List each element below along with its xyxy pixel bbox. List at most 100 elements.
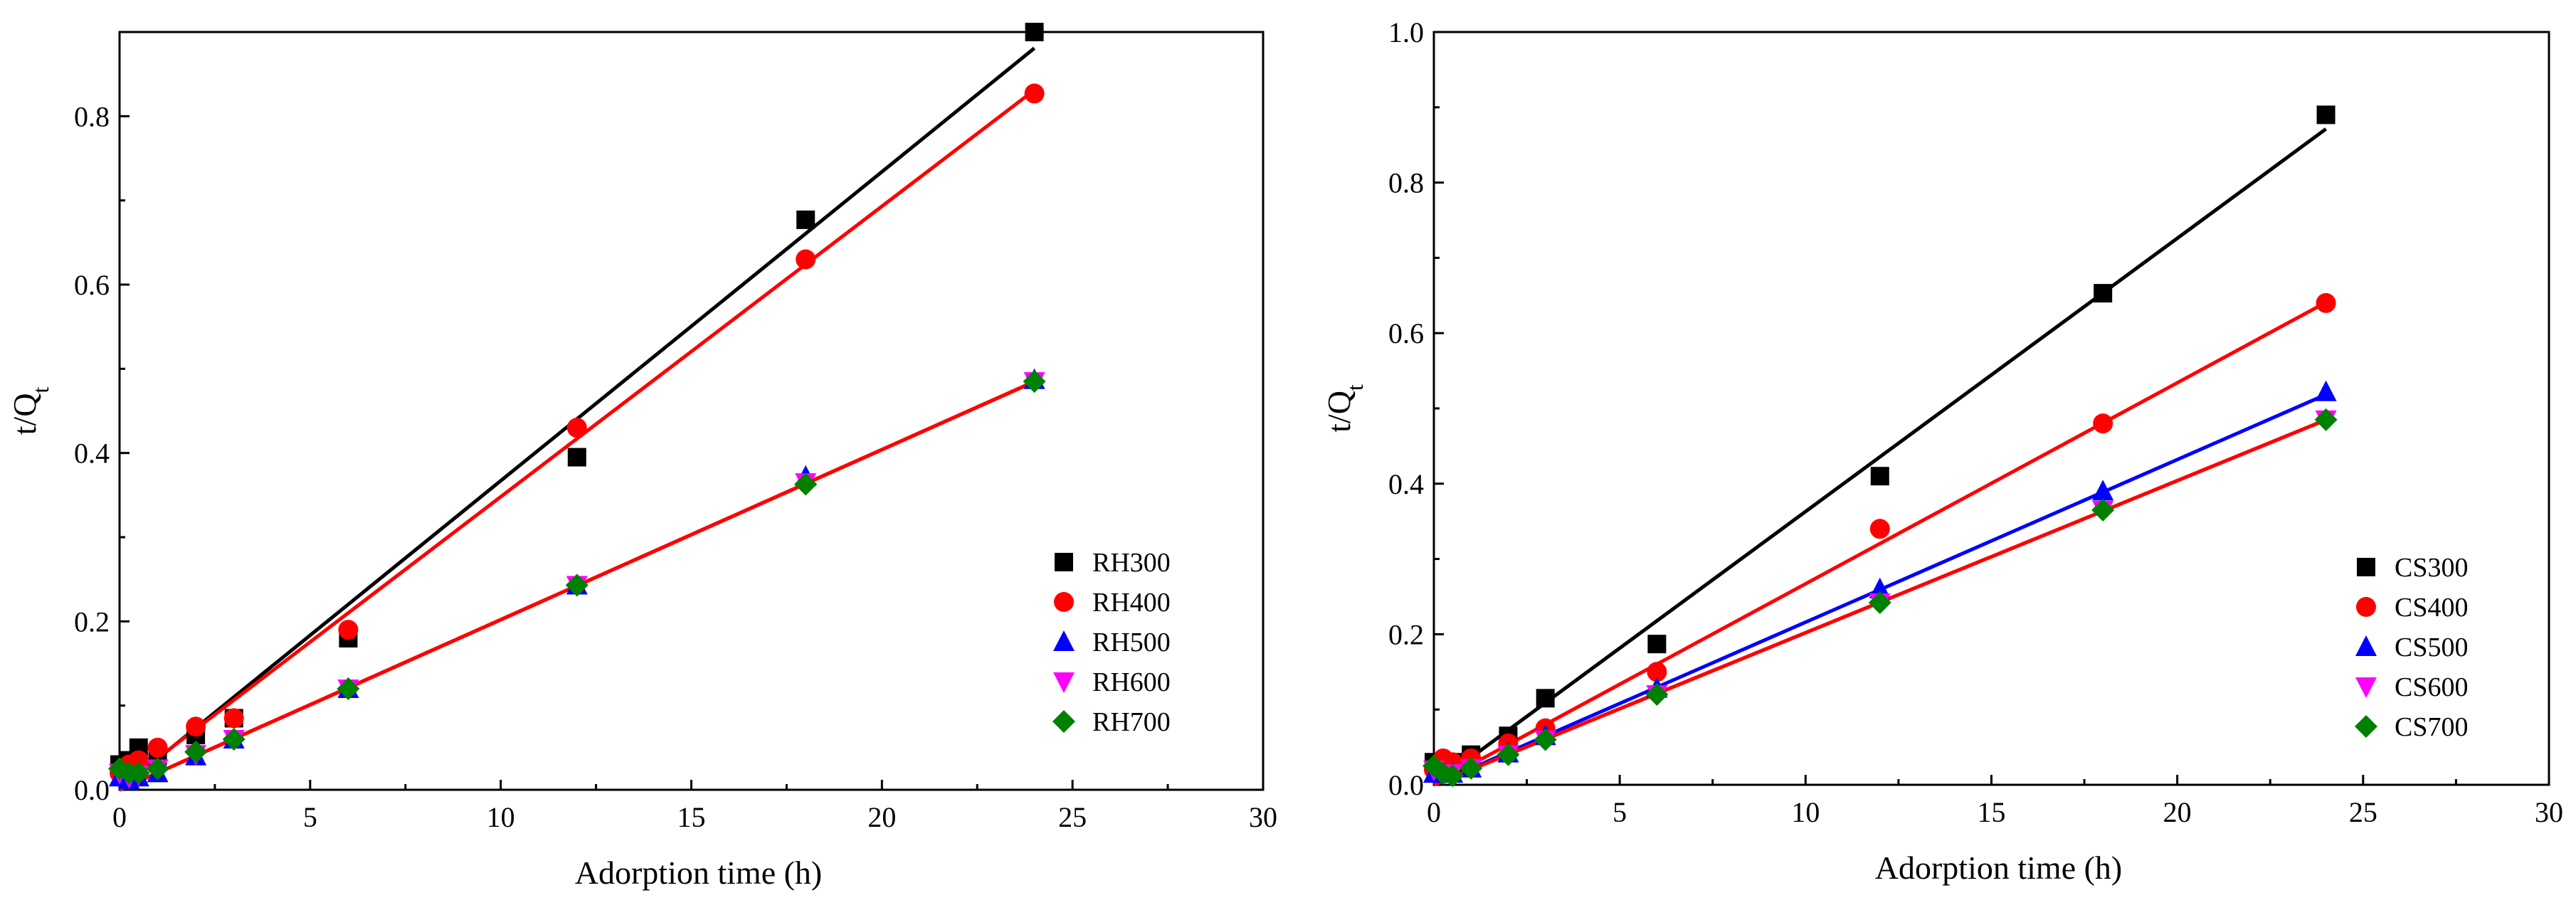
data-point-rh300 bbox=[1025, 23, 1044, 41]
legend-label-rh300: RH300 bbox=[1092, 548, 1171, 578]
data-point-rh400 bbox=[186, 716, 206, 737]
data-point-cs500 bbox=[1869, 577, 1891, 598]
legend-marker-rh700 bbox=[1052, 710, 1075, 733]
x-tick-label: 15 bbox=[1978, 796, 2006, 828]
x-tick-label: 10 bbox=[1791, 796, 1820, 828]
y-tick-label: 0.2 bbox=[1388, 618, 1424, 650]
data-point-cs300 bbox=[1870, 467, 1889, 486]
data-point-cs700 bbox=[1441, 764, 1464, 788]
data-point-cs400 bbox=[1647, 662, 1667, 682]
data-point-rh700 bbox=[146, 757, 169, 781]
x-tick-label: 0 bbox=[112, 801, 127, 833]
y-tick-label: 0.4 bbox=[74, 438, 110, 470]
data-point-cs300 bbox=[2094, 284, 2113, 303]
y-tick-label: 0.0 bbox=[1388, 769, 1424, 801]
data-point-rh700 bbox=[127, 761, 150, 785]
legend-marker-rh400 bbox=[1054, 592, 1074, 612]
fit-line-cs300 bbox=[1432, 127, 2328, 787]
data-point-cs700 bbox=[1534, 728, 1557, 751]
y-tick-label: 0.4 bbox=[1388, 468, 1424, 500]
legend-marker-cs300 bbox=[2357, 558, 2375, 576]
data-point-rh700 bbox=[794, 472, 818, 496]
data-point-rh700 bbox=[184, 740, 208, 763]
x-tick-label: 30 bbox=[2535, 796, 2563, 828]
data-point-cs300 bbox=[1647, 635, 1667, 654]
legend-label-rh400: RH400 bbox=[1092, 588, 1171, 618]
x-tick-label: 5 bbox=[1612, 796, 1627, 828]
data-point-cs500 bbox=[2092, 480, 2114, 501]
legend-label-rh700: RH700 bbox=[1092, 707, 1171, 737]
data-point-rh700 bbox=[565, 573, 588, 597]
data-point-cs400 bbox=[2316, 292, 2336, 313]
y-tick-label: 1.0 bbox=[1388, 16, 1424, 48]
legend-marker-rh500 bbox=[1053, 630, 1075, 651]
data-point-rh400 bbox=[338, 620, 359, 640]
data-point-cs400 bbox=[1869, 519, 1890, 539]
y-axis-title: t/Qt bbox=[6, 387, 53, 435]
x-tick-label: 15 bbox=[677, 801, 706, 833]
data-point-cs700 bbox=[1459, 756, 1483, 780]
legend-label-rh600: RH600 bbox=[1092, 667, 1171, 697]
x-axis-title: Adorption time (h) bbox=[575, 855, 823, 891]
data-point-cs300 bbox=[1536, 689, 1555, 708]
y-tick-label: 0.8 bbox=[74, 100, 110, 132]
legend-marker-cs700 bbox=[2355, 715, 2377, 738]
plot-frame bbox=[1432, 31, 2550, 786]
data-point-cs700 bbox=[2314, 408, 2338, 431]
fit-line-rh400 bbox=[118, 88, 1036, 789]
x-tick-label: 0 bbox=[1427, 796, 1441, 828]
y-tick-label: 0.6 bbox=[74, 269, 110, 301]
legend-marker-rh600 bbox=[1053, 672, 1075, 693]
legend-label-rh500: RH500 bbox=[1092, 628, 1171, 657]
y-axis-title-subscript: t bbox=[1342, 384, 1368, 391]
data-point-cs700 bbox=[1496, 743, 1520, 766]
y-tick-label: 0.8 bbox=[1388, 167, 1424, 199]
data-point-cs700 bbox=[1645, 683, 1669, 707]
legend-marker-cs400 bbox=[2356, 597, 2376, 617]
y-axis-title: t/Qt bbox=[1321, 384, 1368, 433]
legend-marker-rh300 bbox=[1055, 553, 1073, 571]
data-point-cs700 bbox=[1868, 591, 1891, 614]
plot-frame bbox=[118, 31, 1265, 791]
data-point-rh400 bbox=[1024, 83, 1045, 104]
y-tick-label: 0.6 bbox=[1388, 317, 1424, 349]
data-point-rh400 bbox=[128, 750, 149, 771]
x-axis-title: Adorption time (h) bbox=[1875, 850, 2123, 886]
data-point-rh400 bbox=[147, 737, 168, 758]
x-tick-label: 30 bbox=[1249, 801, 1277, 833]
x-tick-label: 20 bbox=[867, 801, 896, 833]
data-point-rh300 bbox=[796, 210, 815, 229]
y-tick-label: 0.0 bbox=[74, 774, 110, 806]
legend-label-cs700: CS700 bbox=[2395, 712, 2468, 742]
legend-label-cs400: CS400 bbox=[2395, 593, 2468, 623]
data-point-rh700 bbox=[337, 677, 360, 700]
y-tick-label: 0.2 bbox=[74, 605, 110, 638]
legend-marker-cs600 bbox=[2355, 677, 2377, 698]
data-point-cs700 bbox=[2091, 498, 2115, 522]
x-tick-label: 25 bbox=[2349, 796, 2377, 828]
data-point-rh700 bbox=[222, 728, 246, 751]
chart-rh-panel: 0 5 10 15 20 25 30 0.0 0.2 0.4 0.6 0.8 Adorption tim… bbox=[6, 23, 1277, 891]
fit-line-cs400 bbox=[1432, 300, 2327, 787]
chart-cs-panel: 0 5 10 15 20 25 30 0.0 0.2 0.4 0.6 0.8 1.0 Adorption … bbox=[1321, 16, 2563, 886]
y-axis-title-subscript: t bbox=[28, 387, 53, 393]
data-point-cs500 bbox=[2315, 380, 2337, 401]
x-tick-label: 20 bbox=[2163, 796, 2192, 828]
data-point-rh300 bbox=[567, 448, 586, 467]
legend-label-cs300: CS300 bbox=[2395, 553, 2468, 583]
data-point-rh400 bbox=[566, 418, 587, 438]
data-point-rh400 bbox=[223, 708, 244, 729]
y-axis-title-main: t/Q bbox=[1321, 391, 1357, 433]
data-point-rh400 bbox=[796, 249, 816, 270]
data-point-rh700 bbox=[1023, 370, 1046, 393]
x-tick-label: 25 bbox=[1058, 801, 1087, 833]
legend-label-cs600: CS600 bbox=[2395, 672, 2468, 702]
y-axis-title-main: t/Q bbox=[6, 393, 43, 435]
legend-label-cs500: CS500 bbox=[2395, 633, 2468, 662]
data-point-cs400 bbox=[2093, 413, 2113, 434]
x-tick-label: 10 bbox=[487, 801, 515, 833]
data-point-cs300 bbox=[2316, 105, 2335, 125]
legend-marker-cs500 bbox=[2355, 635, 2377, 656]
x-tick-label: 5 bbox=[303, 801, 317, 833]
